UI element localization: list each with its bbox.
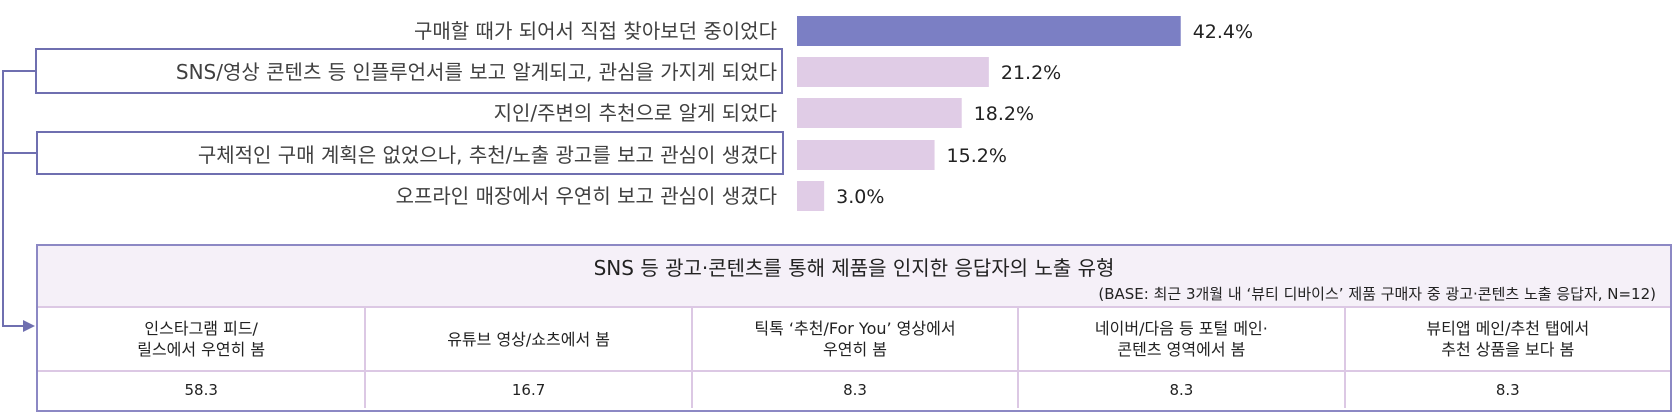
exposure-type-table: SNS 등 광고·콘텐츠를 통해 제품을 인지한 응답자의 노출 유형 (BAS…: [36, 244, 1672, 412]
table-header-portal: 네이버/다음 등 포털 메인· 콘텐츠 영역에서 봄: [1017, 306, 1344, 370]
table-header-youtube: 유튜브 영상/쇼츠에서 봄: [364, 306, 691, 370]
table-value-portal: 8.3: [1017, 370, 1344, 408]
table-header-band: SNS 등 광고·콘텐츠를 통해 제품을 인지한 응답자의 노출 유형 (BAS…: [38, 246, 1670, 306]
table-value-tiktok: 8.3: [690, 370, 1018, 408]
table-base-note: (BASE: 최근 3개월 내 ‘뷰티 디바이스’ 제품 구매자 중 광고·콘텐…: [1098, 285, 1656, 303]
table-title: SNS 등 광고·콘텐츠를 통해 제품을 인지한 응답자의 노출 유형: [593, 256, 1115, 280]
table-header-beauty-app: 뷰티앱 메인/추천 탭에서 추천 상품을 보다 봄: [1343, 306, 1670, 370]
bar-0: [797, 16, 1181, 46]
connector-line-vertical: [2, 70, 4, 327]
category-label-4: 오프라인 매장에서 우연히 보고 관심이 생겼다: [396, 184, 777, 208]
bar-3: [797, 140, 935, 170]
connector-line-top: [2, 70, 36, 72]
table-value-youtube: 16.7: [364, 370, 691, 408]
arrow-right-icon: [23, 320, 35, 332]
category-label-2: 지인/주변의 추천으로 알게 되었다: [494, 101, 777, 125]
highlight-box-ad-exposure: [36, 131, 784, 175]
bar-2: [797, 98, 962, 128]
category-label-1: SNS/영상 콘텐츠 등 인플루언서를 보고 알게되고, 관심을 가지게 되었다: [176, 60, 777, 84]
connector-line-middle: [2, 152, 37, 154]
bar-1: [797, 57, 989, 87]
table-grid: 인스타그램 피드/ 릴스에서 우연히 봄 유튜브 영상/쇼츠에서 봄 틱톡 ‘추…: [38, 306, 1670, 410]
table-value-instagram: 58.3: [38, 370, 365, 408]
value-label-2: 18.2%: [974, 103, 1034, 125]
value-label-4: 3.0%: [836, 186, 884, 208]
value-label-1: 21.2%: [1001, 62, 1061, 84]
value-label-0: 42.4%: [1193, 21, 1253, 43]
category-label-3: 구체적인 구매 계획은 없었으나, 추천/노출 광고를 보고 관심이 생겼다: [198, 143, 777, 167]
table-value-beauty-app: 8.3: [1343, 370, 1670, 408]
bar-chart: 구매할 때가 되어서 직접 찾아보던 중이었다 42.4% SNS/영상 콘텐츠 등…: [176, 16, 1253, 211]
bar-4: [797, 181, 825, 211]
connector-line-bottom: [2, 325, 24, 327]
table-header-tiktok: 틱톡 ‘추천/For You’ 영상에서 우연히 봄: [690, 306, 1018, 370]
highlight-box-sns-influencer: [35, 48, 783, 94]
table-header-instagram: 인스타그램 피드/ 릴스에서 우연히 봄: [38, 306, 365, 370]
value-label-3: 15.2%: [947, 145, 1007, 167]
category-label-0: 구매할 때가 되어서 직접 찾아보던 중이었다: [414, 19, 777, 43]
